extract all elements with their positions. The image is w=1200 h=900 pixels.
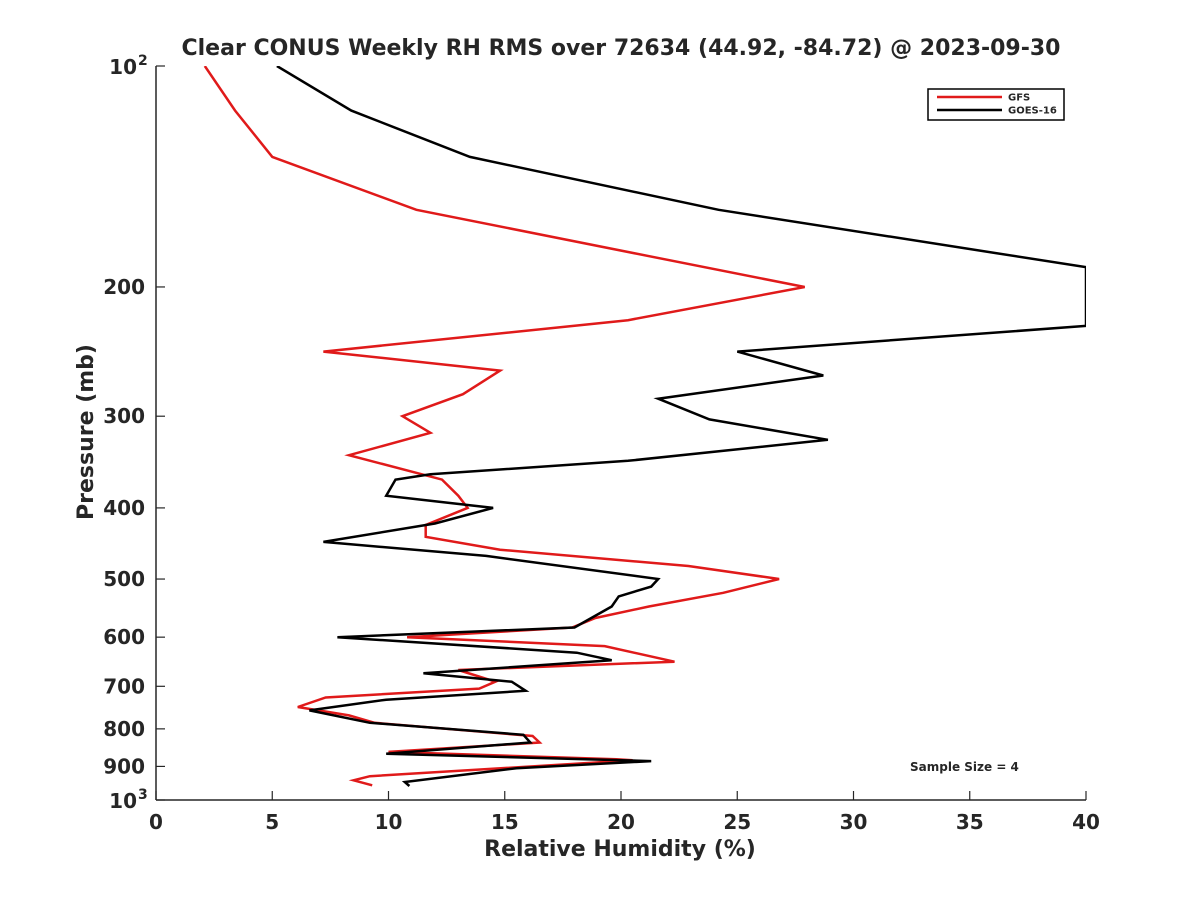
x-tick-label: 5 <box>265 810 279 834</box>
y-axis-label: Pressure (mb) <box>74 344 99 520</box>
x-tick-label: 10 <box>375 810 403 834</box>
y-tick-label: 800 <box>103 717 145 741</box>
sample-size-annotation: Sample Size = 4 <box>910 760 1019 774</box>
x-tick-label: 35 <box>956 810 984 834</box>
x-tick-label: 15 <box>491 810 519 834</box>
x-tick-label: 20 <box>607 810 635 834</box>
y-tick-label: 600 <box>103 625 145 649</box>
legend-label-goes16: GOES-16 <box>1008 106 1057 117</box>
y-tick-label: 500 <box>103 567 145 591</box>
series-line-goes-16 <box>276 66 1086 787</box>
y-tick-exponent: 3 <box>138 787 148 803</box>
x-tick-label: 30 <box>840 810 868 834</box>
x-tick-label: 0 <box>149 810 163 834</box>
y-tick-label: 200 <box>103 275 145 299</box>
x-tick-label: 25 <box>723 810 751 834</box>
y-tick-label: 10 <box>109 55 137 79</box>
legend-label-gfs: GFS <box>1008 93 1030 104</box>
y-tick-label: 10 <box>109 789 137 813</box>
x-axis-label: Relative Humidity (%) <box>484 837 756 862</box>
y-tick-label: 400 <box>103 496 145 520</box>
legend: GFS GOES-16 <box>927 88 1065 121</box>
legend-box <box>927 88 1065 121</box>
y-tick-label: 300 <box>103 404 145 428</box>
chart-title: Clear CONUS Weekly RH RMS over 72634 (44… <box>182 36 1061 61</box>
series-line-gfs <box>203 66 805 787</box>
y-tick-exponent: 2 <box>138 53 148 69</box>
y-tick-label: 900 <box>103 754 145 778</box>
x-tick-label: 40 <box>1072 810 1100 834</box>
series-lines <box>203 66 1086 787</box>
y-tick-label: 700 <box>103 674 145 698</box>
